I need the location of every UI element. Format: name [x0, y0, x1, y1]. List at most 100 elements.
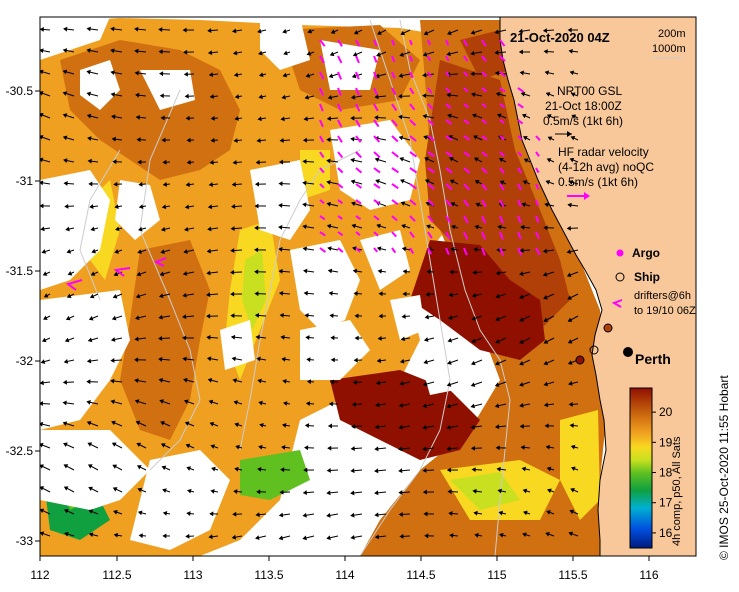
radar-vector: [427, 71, 432, 78]
model-vector-head: [351, 73, 357, 79]
model-vector-head: [114, 249, 119, 254]
model-vector-head: [519, 248, 524, 253]
model-vector-head: [422, 93, 427, 99]
radar-vector: [409, 71, 414, 79]
platform-legend: Argo Ship drifters@6h to 19/10 06Z: [611, 246, 696, 317]
model-vector-head: [40, 27, 44, 32]
model-vector-head: [470, 424, 475, 430]
model-vector-head: [543, 339, 549, 344]
model-vector-head: [399, 358, 405, 364]
radar-vector: [409, 199, 417, 206]
radar-vector: [391, 55, 396, 63]
model-vector-head: [304, 313, 309, 318]
model-vector-head: [326, 223, 332, 229]
radar-vector: [499, 167, 505, 174]
model-vector-head: [398, 424, 403, 430]
model-vector-head: [134, 378, 139, 384]
cloud-gaps: [40, 17, 455, 550]
model-vector-head: [305, 401, 311, 407]
model-vector-head: [183, 377, 188, 383]
model-vector-head: [63, 464, 69, 469]
radar-vector: [409, 231, 415, 239]
model-vector-head: [162, 181, 168, 187]
model-vector-head: [546, 158, 552, 163]
radar-vector: [517, 151, 523, 157]
model-vector-head: [134, 70, 139, 76]
model-vector-head: [497, 224, 502, 230]
model-vector-head: [65, 315, 71, 321]
radar-vector: [499, 71, 506, 78]
lat-tick-label: -31.5: [6, 264, 34, 278]
model-vector-head: [570, 487, 575, 493]
model-vector-head: [281, 356, 286, 362]
model-vector-head: [232, 28, 237, 34]
model-vector-head: [159, 271, 165, 277]
model-vector-head: [497, 488, 502, 494]
model-vector-head: [302, 535, 307, 541]
radar-vector: [499, 87, 506, 93]
model-vector-head: [40, 112, 44, 118]
model-vector-head: [257, 28, 262, 34]
model-vector-head: [62, 400, 67, 406]
model-vector-head: [62, 91, 68, 96]
radar-vector: [481, 231, 486, 240]
model-vector-head: [208, 182, 213, 188]
model-vector-head: [495, 424, 500, 430]
model-vector-head: [473, 510, 478, 516]
radar-vector: [409, 151, 418, 158]
model-vector-head: [471, 338, 476, 344]
model-vector-head: [91, 248, 96, 254]
model-vector-head: [232, 511, 237, 517]
model-vector-head: [523, 136, 528, 141]
model-vector-head: [567, 360, 573, 365]
model-vector-head: [232, 160, 237, 165]
model-vector-head: [496, 466, 501, 472]
radar-vector: [319, 183, 325, 189]
radar-vector: [445, 87, 451, 93]
model-vector-head: [350, 490, 355, 496]
radar-vector: [337, 183, 344, 189]
radar-vector: [373, 71, 378, 80]
radar-vector: [373, 183, 381, 189]
model-vector-head: [43, 315, 48, 320]
model-vector-head: [282, 72, 288, 78]
model-vector-head: [354, 335, 359, 341]
model-vector-head: [303, 290, 308, 296]
radar-vector: [319, 167, 325, 174]
model-vector-head: [494, 403, 500, 409]
radar-vector: [445, 135, 453, 141]
radar-vector: [373, 119, 380, 128]
model-vector-head: [88, 532, 94, 538]
model-vector-head: [399, 533, 404, 539]
lon-tick-label: 112.5: [102, 568, 131, 582]
model-vector-head: [350, 94, 356, 100]
model-vector-head: [67, 271, 73, 276]
model-vector-head: [255, 159, 260, 165]
model-vector-head: [160, 443, 166, 448]
city-label: Perth: [635, 351, 671, 367]
model-vector-head: [402, 291, 407, 297]
model-vector-head: [446, 467, 451, 473]
radar-vector: [445, 215, 452, 224]
radar-vector: [409, 135, 417, 142]
model-vector-head: [350, 534, 355, 540]
model-vector-head: [280, 334, 285, 340]
radar-legend-arrowhead: [584, 192, 590, 200]
model-vector-head: [498, 157, 504, 163]
model-vector-head: [567, 339, 573, 344]
model-vector-head: [351, 223, 357, 229]
model-vector-head: [114, 204, 119, 210]
model-vector-head: [449, 179, 455, 184]
model-vector-head: [211, 466, 216, 472]
model-vector-head: [567, 27, 572, 33]
model-vector-head: [278, 535, 284, 541]
model-vector-head: [495, 445, 500, 451]
model-vector-head: [255, 512, 260, 518]
radar-vector: [391, 103, 398, 111]
model-vector-head: [159, 93, 164, 99]
lon-tick-label: 113: [183, 568, 202, 582]
model-vector-head: [66, 293, 72, 298]
model-vector-head: [566, 272, 572, 278]
model-vector-head: [547, 136, 553, 141]
model-vector-head: [374, 94, 379, 100]
